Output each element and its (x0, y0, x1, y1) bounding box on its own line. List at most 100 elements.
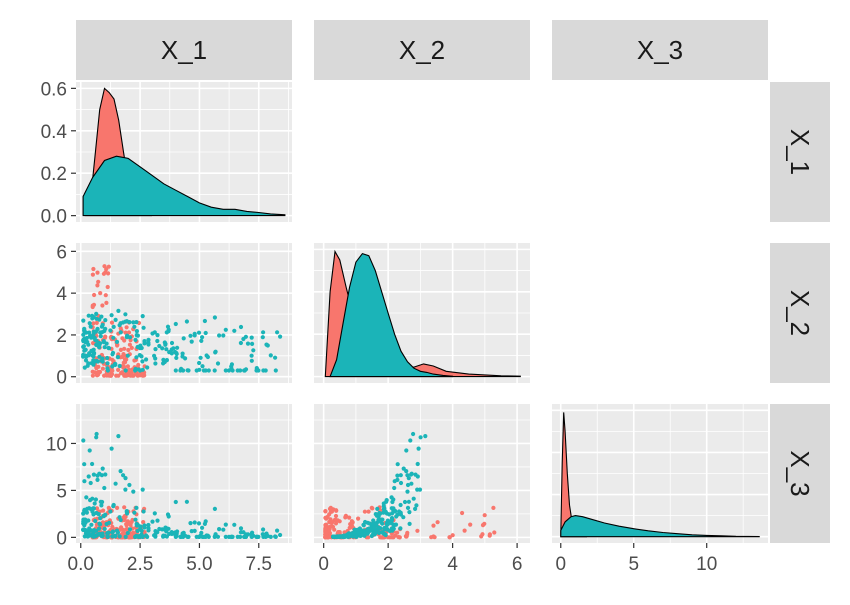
scatter-point (238, 526, 244, 531)
scatter-point (384, 498, 389, 503)
scatter-point (417, 487, 423, 492)
scatter-point (250, 530, 255, 535)
row-strips: X_1 X_2 X_3 (770, 82, 830, 543)
scatter-point (250, 341, 255, 346)
scatter-point (111, 324, 116, 329)
scatter-point (152, 353, 157, 358)
scatter-point (249, 534, 254, 540)
scatter-point (97, 531, 102, 536)
scatter-point (196, 521, 202, 526)
scatter-point (100, 499, 105, 505)
scatter-point (85, 363, 90, 368)
panel-X_2-X_1 (76, 243, 292, 383)
scatter-point (462, 528, 467, 533)
scatter-point (120, 354, 125, 359)
scatter-point (323, 535, 328, 540)
scatter-point (109, 446, 114, 451)
scatter-point (127, 335, 133, 340)
scatter-point (139, 345, 144, 351)
x-tick-label: 10 (696, 554, 717, 575)
scatter-point (404, 448, 409, 453)
scatter-point (89, 507, 94, 512)
scatter-point (122, 505, 127, 510)
scatter-point (232, 328, 237, 333)
scatter-point (366, 509, 371, 514)
y-tick-label: 0.0 (41, 207, 67, 228)
scatter-point (405, 532, 410, 537)
scatter-point (213, 349, 218, 354)
scatter-point (90, 461, 95, 467)
scatter-point (127, 342, 132, 347)
scatter-point (196, 330, 202, 335)
scatter-point (94, 320, 99, 325)
scatter-point (226, 368, 232, 373)
scatter-point (141, 509, 146, 514)
scatter-point (123, 487, 128, 492)
scatter-point (87, 448, 92, 453)
scatter-point (188, 333, 193, 338)
scatter-point (94, 311, 99, 316)
scatter-point (339, 534, 344, 539)
scatter-point (343, 513, 348, 518)
scatter-point (192, 528, 197, 534)
scatter-point (130, 373, 135, 378)
scatter-point (165, 324, 171, 329)
scatter-point (98, 516, 103, 521)
scatter-point (212, 368, 217, 373)
scatter-point (160, 346, 165, 351)
scatter-point (124, 509, 129, 515)
scatter-point (145, 365, 150, 370)
scatter-point (101, 508, 106, 513)
y-tick-label: 10 (46, 434, 67, 455)
scatter-point (100, 531, 105, 536)
scatter-point (203, 330, 208, 336)
scatter-point (175, 345, 180, 350)
scatter-point (385, 527, 390, 532)
scatter-point (402, 499, 408, 505)
scatter-point (409, 471, 414, 476)
scatter-point (89, 348, 94, 354)
scatter-point (245, 341, 251, 346)
scatter-point (202, 318, 207, 324)
scatter-point (133, 337, 138, 342)
scatter-point (89, 361, 94, 366)
scatter-point (241, 336, 246, 342)
scatter-point (200, 525, 205, 530)
scatter-point (155, 338, 160, 344)
scatter-point (365, 531, 370, 536)
scatter-point (396, 534, 401, 540)
scatter-point (97, 317, 102, 322)
scatter-point (95, 270, 100, 275)
scatter-point (109, 373, 114, 378)
scatter-point (363, 519, 368, 525)
scatter-point (275, 330, 280, 335)
scatter-point (131, 489, 136, 494)
scatter-point (132, 510, 137, 515)
scatter-point (175, 529, 180, 534)
scatter-point (100, 366, 105, 371)
left-axes: 0.0 0.2 0.4 0.6 0 2 4 6 0 5 10 (41, 79, 76, 549)
scatter-point (185, 534, 190, 540)
scatter-point (206, 368, 211, 373)
x-tick-label: 0.0 (68, 554, 94, 575)
scatter-point (223, 327, 228, 332)
scatter-point (106, 530, 111, 535)
scatter-point (416, 446, 421, 451)
strip-row-label-2: X_2 (785, 290, 815, 336)
scatter-point (405, 489, 410, 494)
scatter-point (173, 321, 178, 327)
scatter-point (89, 335, 94, 340)
scatter-point (100, 356, 105, 361)
scatter-point (85, 506, 90, 511)
scatter-point (405, 482, 411, 488)
scatter-point (113, 362, 118, 367)
scatter-point (146, 522, 151, 528)
y-tick-label: 2 (56, 326, 67, 347)
panel-grid (76, 82, 768, 543)
scatter-point (164, 330, 169, 335)
scatter-point (85, 534, 90, 539)
scatter-point (268, 353, 273, 358)
scatter-point (404, 469, 409, 474)
scatter-point (261, 330, 266, 335)
